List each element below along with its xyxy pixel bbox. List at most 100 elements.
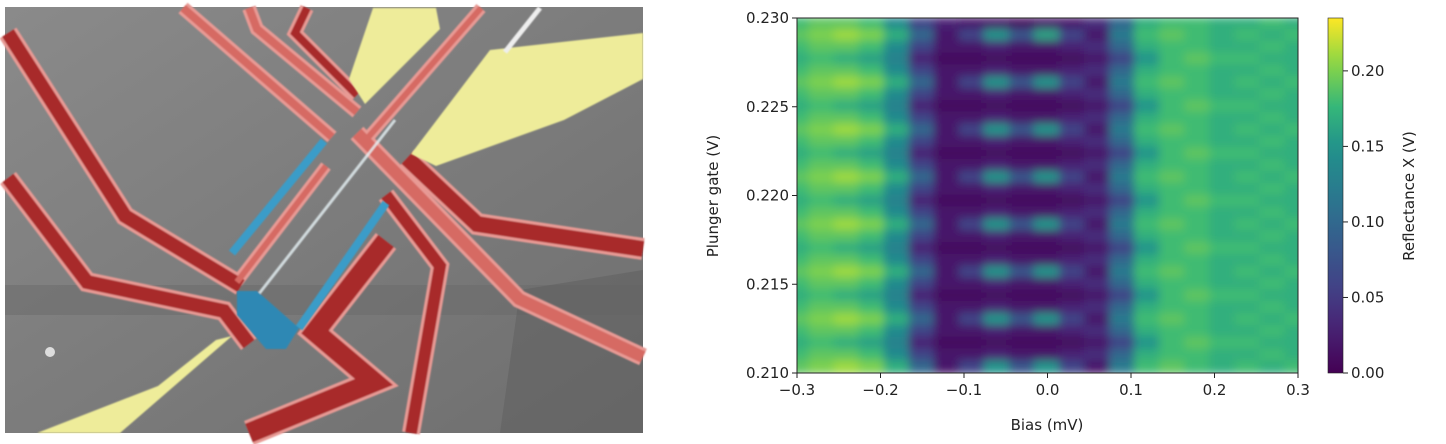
heatmap-cell bbox=[858, 99, 886, 114]
heatmap-cell bbox=[908, 28, 936, 43]
heatmap-cell bbox=[1284, 230, 1298, 244]
heatmap-cell bbox=[1184, 265, 1212, 280]
heatmap-cell bbox=[797, 230, 811, 244]
heatmap-cell bbox=[933, 18, 961, 31]
heatmap-cell bbox=[833, 64, 861, 79]
heatmap-cell bbox=[883, 64, 911, 79]
heatmap-cell bbox=[1084, 76, 1112, 91]
heatmap-cell bbox=[808, 159, 836, 173]
heatmap-cell bbox=[883, 88, 911, 102]
heatmap-cell bbox=[1008, 206, 1036, 221]
heatmap-cell bbox=[1134, 301, 1162, 315]
heatmap-cell bbox=[1209, 170, 1237, 185]
heatmap-cell bbox=[1084, 277, 1112, 292]
heatmap-cell bbox=[1059, 88, 1087, 102]
heatmap-cell bbox=[1084, 123, 1112, 138]
heatmap-cell bbox=[1259, 360, 1287, 373]
heatmap-cell bbox=[1159, 52, 1187, 67]
heatmap-cell bbox=[958, 265, 986, 280]
heatmap-cell bbox=[1008, 218, 1036, 233]
heatmap-cell bbox=[1159, 289, 1187, 304]
heatmap-cell bbox=[883, 289, 911, 304]
heatmap-cell bbox=[958, 277, 986, 292]
y-tick-label: 0.215 bbox=[746, 275, 789, 293]
heatmap-cell bbox=[983, 277, 1011, 292]
heatmap-cell bbox=[1033, 301, 1062, 315]
heatmap-cell bbox=[1059, 123, 1087, 138]
heatmap-cell bbox=[858, 64, 886, 79]
heatmap-cell bbox=[1259, 265, 1287, 280]
heatmap-cell bbox=[1084, 324, 1112, 339]
colorbar-tick-label: 0.00 bbox=[1351, 364, 1384, 382]
heatmap-cell bbox=[1033, 99, 1062, 114]
heatmap-cell bbox=[958, 123, 986, 138]
heatmap-cell bbox=[983, 88, 1011, 102]
heatmap-cell bbox=[958, 18, 986, 31]
heatmap-cell bbox=[1059, 277, 1087, 292]
heatmap-cell bbox=[1033, 111, 1062, 126]
heatmap-cell bbox=[1234, 28, 1262, 43]
heatmap-cell bbox=[858, 40, 886, 55]
heatmap-cell bbox=[958, 76, 986, 91]
heatmap-cell bbox=[1134, 289, 1162, 304]
heatmap-cell bbox=[1184, 348, 1212, 363]
heatmap-cell bbox=[983, 147, 1011, 162]
heatmap-cell bbox=[1184, 194, 1212, 209]
heatmap-cell bbox=[1134, 348, 1162, 363]
heatmap-cell bbox=[1284, 111, 1298, 126]
heatmap-cell bbox=[1234, 135, 1262, 150]
heatmap-cell bbox=[1134, 76, 1162, 91]
heatmap-cell bbox=[958, 289, 986, 304]
heatmap-cell bbox=[1209, 241, 1237, 256]
heatmap-cell bbox=[858, 76, 886, 91]
heatmap-cell bbox=[808, 206, 836, 221]
heatmap-cell bbox=[958, 111, 986, 126]
heatmap-cell bbox=[908, 18, 936, 31]
heatmap-cell bbox=[1084, 289, 1112, 304]
heatmap-cell bbox=[933, 194, 961, 209]
heatmap-cell bbox=[1033, 76, 1062, 91]
heatmap-cell bbox=[983, 123, 1011, 138]
heatmap-cell bbox=[1134, 123, 1162, 138]
heatmap-cell bbox=[958, 135, 986, 150]
heatmap-cell bbox=[833, 18, 861, 31]
heatmap-cell bbox=[958, 230, 986, 244]
heatmap-cell bbox=[1109, 206, 1137, 221]
heatmap-cell bbox=[1109, 111, 1137, 126]
y-tick-label: 0.220 bbox=[746, 187, 789, 205]
heatmap-cell bbox=[1284, 76, 1298, 91]
heatmap-cell bbox=[983, 40, 1011, 55]
heatmap-cell bbox=[1284, 52, 1298, 67]
heatmap-cell bbox=[858, 170, 886, 185]
heatmap-cell bbox=[1234, 64, 1262, 79]
heatmap-cell bbox=[1284, 88, 1298, 102]
heatmap-cell bbox=[808, 88, 836, 102]
heatmap-cell bbox=[1134, 277, 1162, 292]
heatmap-cell bbox=[1084, 40, 1112, 55]
heatmap-cell bbox=[1259, 277, 1287, 292]
heatmap-cell bbox=[1033, 277, 1062, 292]
heatmap-cell bbox=[958, 88, 986, 102]
heatmap-cell bbox=[1234, 194, 1262, 209]
heatmap-cell bbox=[797, 52, 811, 67]
heatmap-cell bbox=[983, 170, 1011, 185]
heatmap-cell bbox=[983, 230, 1011, 244]
heatmap-cell bbox=[808, 99, 836, 114]
heatmap-cell bbox=[883, 18, 911, 31]
heatmap-cell bbox=[1284, 194, 1298, 209]
heatmap-cell bbox=[1033, 348, 1062, 363]
heatmap-cell bbox=[858, 18, 886, 31]
heatmap-cell bbox=[908, 123, 936, 138]
heatmap-cell bbox=[797, 159, 811, 173]
heatmap-cell bbox=[1159, 312, 1187, 327]
heatmap-cell bbox=[808, 241, 836, 256]
heatmap-cell bbox=[908, 76, 936, 91]
heatmap-cell bbox=[1184, 135, 1212, 150]
heatmap-cell bbox=[1234, 301, 1262, 315]
heatmap-cell bbox=[833, 301, 861, 315]
heatmap-cell bbox=[1109, 99, 1137, 114]
heatmap-cell bbox=[1184, 52, 1212, 67]
heatmap-cell bbox=[908, 289, 936, 304]
heatmap-cell bbox=[883, 76, 911, 91]
heatmap-cell bbox=[1008, 99, 1036, 114]
